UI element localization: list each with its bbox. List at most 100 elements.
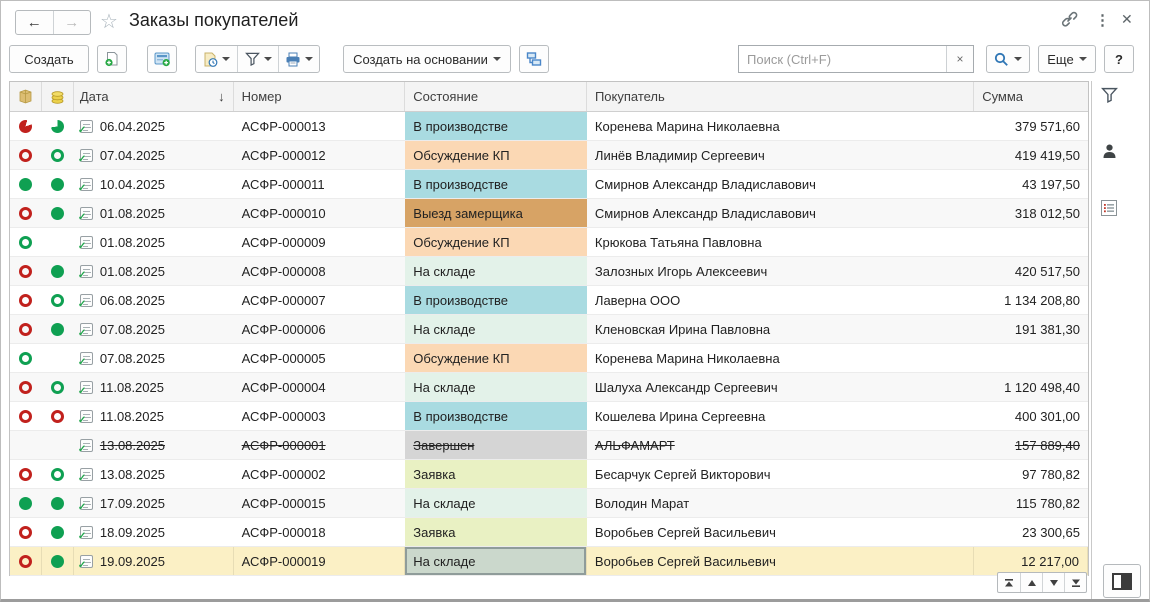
state-cell[interactable]: Завершен [405,431,587,459]
forward-button[interactable]: → [64,14,80,31]
number-cell[interactable]: АСФР-000008 [234,257,406,285]
table-row[interactable]: 01.08.2025 АСФР-000008 На складе Залозных И… [10,257,1088,286]
sum-cell[interactable]: 318 012,50 [974,199,1088,227]
shipment-state-cell[interactable] [10,112,42,140]
date-cell[interactable]: 13.08.2025 [74,460,234,488]
help-button[interactable]: ? [1104,45,1134,73]
shipment-state-cell[interactable] [10,170,42,198]
buyer-cell[interactable]: Воробьев Сергей Васильевич [587,547,975,575]
table-row[interactable]: 19.09.2025 АСФР-000019 На складе Воробьев С… [10,547,1088,576]
date-cell[interactable]: 10.04.2025 [74,170,234,198]
date-cell[interactable]: 01.08.2025 [74,257,234,285]
state-cell[interactable]: Заявка [405,460,587,488]
sum-cell[interactable]: 420 517,50 [974,257,1088,285]
number-cell[interactable]: АСФР-000019 [234,547,406,575]
create-group-button[interactable] [147,45,177,73]
sum-cell[interactable] [974,344,1088,372]
payment-state-cell[interactable] [42,141,74,169]
shipment-state-cell[interactable] [10,228,42,256]
more-button[interactable]: Еще [1038,45,1096,73]
column-shipment[interactable] [10,82,42,111]
go-down-button[interactable] [1042,573,1064,592]
shipment-state-cell[interactable] [10,344,42,372]
buyer-cell[interactable]: Кленовская Ирина Павловна [587,315,974,343]
column-sum[interactable]: Сумма [974,82,1088,111]
buyer-cell[interactable]: Смирнов Александр Владиславович [587,170,974,198]
payment-state-cell[interactable] [42,518,74,546]
date-cell[interactable]: 06.08.2025 [74,286,234,314]
date-cell[interactable]: 06.04.2025 [74,112,234,140]
shipment-state-cell[interactable] [10,489,42,517]
state-cell[interactable]: На складе [405,489,587,517]
back-button[interactable]: ← [16,11,54,34]
buyer-cell[interactable]: Лаверна ООО [587,286,974,314]
buyer-cell[interactable]: АЛЬФАМАРТ [587,431,974,459]
number-cell[interactable]: АСФР-000007 [234,286,406,314]
number-cell[interactable]: АСФР-000018 [234,518,406,546]
state-cell[interactable]: Обсуждение КП [405,141,587,169]
number-cell[interactable]: АСФР-000011 [234,170,406,198]
payment-state-cell[interactable] [42,199,74,227]
sum-cell[interactable]: 191 381,30 [974,315,1088,343]
table-row[interactable]: 06.04.2025 АСФР-000013 В производстве Корен… [10,112,1088,141]
state-cell[interactable]: В производстве [405,286,587,314]
payment-state-cell[interactable] [42,315,74,343]
state-cell[interactable]: В производстве [405,402,587,430]
copy-document-button[interactable] [97,45,127,73]
table-row[interactable]: 17.09.2025 АСФР-000015 На складе Володин Ма… [10,489,1088,518]
shipment-state-cell[interactable] [10,257,42,285]
payment-state-cell[interactable] [42,112,74,140]
table-row[interactable]: 01.08.2025 АСФР-000010 Выезд замерщика Смир… [10,199,1088,228]
side-panel-toggle-button[interactable] [1103,564,1141,598]
column-date[interactable]: Дата ↓ [74,82,234,111]
state-cell[interactable]: Выезд замерщика [405,199,587,227]
payment-state-cell[interactable] [42,489,74,517]
payment-state-cell[interactable] [42,257,74,285]
filter-button[interactable] [237,46,278,72]
sum-cell[interactable]: 97 780,82 [974,460,1088,488]
date-cell[interactable]: 01.08.2025 [74,199,234,227]
shipment-state-cell[interactable] [10,286,42,314]
sum-cell[interactable]: 43 197,50 [974,170,1088,198]
shipment-state-cell[interactable] [10,402,42,430]
go-up-button[interactable] [1020,573,1042,592]
create-button[interactable]: Создать [9,45,89,73]
table-row[interactable]: 10.04.2025 АСФР-000011 В производстве Смирн… [10,170,1088,199]
number-cell[interactable]: АСФР-000012 [234,141,406,169]
favorite-star-icon[interactable]: ☆ [100,11,118,33]
date-cell[interactable]: 17.09.2025 [74,489,234,517]
table-row[interactable]: 11.08.2025 АСФР-000004 На складе Шалуха Але… [10,373,1088,402]
state-cell[interactable]: На складе [405,373,587,401]
buyer-cell[interactable]: Крюкова Татьяна Павловна [587,228,974,256]
sum-cell[interactable]: 1 134 208,80 [974,286,1088,314]
go-last-button[interactable] [1064,573,1086,592]
state-cell[interactable]: На складе [405,315,587,343]
shipment-state-cell[interactable] [10,460,42,488]
table-row[interactable]: 07.04.2025 АСФР-000012 Обсуждение КП Линёв … [10,141,1088,170]
payment-state-cell[interactable] [42,344,74,372]
sum-cell[interactable]: 12 217,00 [974,547,1088,575]
table-row[interactable]: 11.08.2025 АСФР-000003 В производстве Кошел… [10,402,1088,431]
sum-cell[interactable] [974,228,1088,256]
payment-state-cell[interactable] [42,402,74,430]
state-cell[interactable]: Обсуждение КП [405,344,587,372]
sidebar-buyer-button[interactable] [1099,141,1119,161]
date-cell[interactable]: 13.08.2025 [74,431,234,459]
buyer-cell[interactable]: Кошелева Ирина Сергеевна [587,402,974,430]
table-row[interactable]: 18.09.2025 АСФР-000018 Заявка Воробьев Серг… [10,518,1088,547]
buyer-cell[interactable]: Коренева Марина Николаевна [587,344,974,372]
number-cell[interactable]: АСФР-000001 [234,431,406,459]
buyer-cell[interactable]: Линёв Владимир Сергеевич [587,141,974,169]
search-clear-button[interactable]: × [946,46,973,72]
go-first-button[interactable] [998,573,1020,592]
date-cell[interactable]: 07.04.2025 [74,141,234,169]
column-buyer[interactable]: Покупатель [587,82,975,111]
postpone-button[interactable] [196,46,237,72]
shipment-state-cell[interactable] [10,431,42,459]
date-cell[interactable]: 11.08.2025 [74,402,234,430]
shipment-state-cell[interactable] [10,199,42,227]
date-cell[interactable]: 18.09.2025 [74,518,234,546]
shipment-state-cell[interactable] [10,518,42,546]
get-link-icon[interactable] [1061,11,1078,31]
state-cell[interactable]: На складе [405,257,587,285]
